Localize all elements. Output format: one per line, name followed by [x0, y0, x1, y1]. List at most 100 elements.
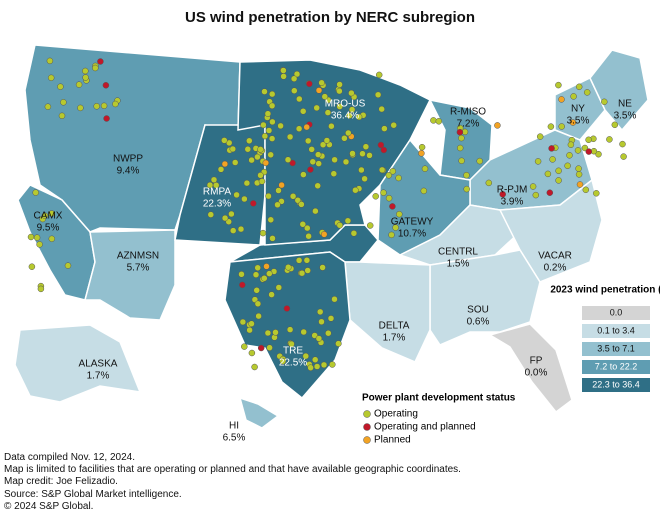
region — [344, 261, 431, 363]
plant-dot — [307, 166, 314, 173]
legend-swatch — [582, 378, 650, 392]
plant-dot — [241, 343, 248, 350]
plant-dot — [308, 146, 315, 153]
plant-dot — [418, 143, 426, 151]
region-value: 22.3% — [203, 199, 231, 210]
plant-dot — [261, 88, 268, 95]
plant-dot — [344, 217, 352, 225]
plant-dot — [295, 257, 303, 264]
region-value: 1.7% — [383, 333, 406, 344]
plant-dot — [295, 125, 303, 132]
plant-dot — [458, 157, 465, 165]
plant-dot — [582, 186, 590, 194]
plant-dot — [206, 181, 214, 189]
legend-swatch — [582, 360, 650, 374]
plant-dot — [574, 147, 582, 154]
status-label: Planned — [374, 435, 411, 446]
plant-dot — [302, 352, 310, 360]
region — [84, 229, 176, 321]
plant-dot — [345, 129, 352, 137]
plant-dot — [392, 224, 399, 231]
plant-dot — [267, 151, 274, 159]
plant-dot — [485, 179, 493, 187]
map: US wind penetration by NERC subregion NW… — [14, 9, 660, 446]
region-name: AZNMSN — [117, 251, 159, 262]
plant-dot — [266, 270, 273, 277]
plant-dot — [385, 194, 393, 202]
plant-dot — [221, 160, 229, 168]
plant-dot — [304, 267, 311, 274]
region-value: 1.7% — [87, 371, 110, 382]
plant-dot — [532, 191, 540, 199]
legend-swatch — [582, 324, 650, 338]
plant-dot — [315, 160, 322, 167]
plant-dot — [336, 81, 343, 88]
plant-dot — [456, 144, 464, 152]
legend-title: 2023 wind penetration (%) — [550, 285, 660, 296]
plant-dot — [336, 87, 343, 95]
plant-dot — [327, 315, 335, 322]
plant-dot — [606, 136, 613, 143]
plant-dot — [585, 136, 592, 144]
plant-dot — [390, 121, 397, 129]
legend-swatch — [582, 306, 650, 320]
plant-dot — [374, 91, 382, 99]
region-value: 3.9% — [501, 197, 524, 208]
plant-dot — [250, 200, 257, 207]
plant-dot — [303, 123, 310, 131]
region-value: 3.5% — [614, 111, 637, 122]
plant-dot — [304, 224, 311, 232]
plant-dot — [555, 177, 562, 184]
plant-dot — [97, 58, 104, 65]
plant-dot — [47, 74, 55, 82]
plant-dot — [601, 98, 608, 106]
region-value: 1.5% — [447, 259, 470, 270]
plant-dot — [93, 103, 100, 110]
plant-dot — [331, 295, 338, 303]
region-value: 6.5% — [223, 433, 246, 444]
plant-dot — [246, 326, 253, 334]
plant-dot — [325, 329, 332, 337]
plant-dot — [313, 104, 320, 112]
plant-dot — [544, 170, 552, 178]
plant-dot — [299, 221, 307, 228]
region — [429, 249, 541, 346]
plant-dot — [548, 145, 555, 152]
note: Map credit: Joe Felizadio. — [4, 476, 118, 488]
plant-dot — [267, 216, 275, 224]
plant-dot — [575, 165, 582, 172]
plant-dot — [299, 108, 307, 115]
plant-dot — [316, 308, 324, 316]
region-value: 3.5% — [567, 116, 590, 127]
status-label: Operating — [374, 409, 418, 420]
plant-dot — [319, 141, 327, 148]
plant-dot — [593, 190, 600, 197]
plant-dot — [82, 67, 89, 75]
region-name: SOU — [467, 305, 489, 316]
plant-dot — [312, 207, 319, 215]
plant-dot — [265, 127, 273, 134]
plant-dot — [328, 122, 335, 130]
plant-dot — [102, 82, 110, 89]
plant-dot — [595, 150, 602, 158]
plant-dot — [259, 229, 267, 237]
plant-dot — [320, 231, 328, 238]
plant-dot — [555, 81, 562, 89]
status-swatch — [363, 410, 371, 418]
plant-dot — [300, 328, 307, 336]
region-name: MRO-US — [325, 99, 366, 110]
plant-dot — [254, 264, 261, 272]
plant-dot — [257, 146, 264, 153]
plant-dot — [567, 141, 575, 148]
plant-dot — [380, 146, 388, 154]
plant-dot — [336, 222, 344, 229]
plant-dot — [290, 75, 298, 82]
plant-dot — [248, 156, 255, 164]
plant-dot — [342, 158, 350, 166]
region-value: 10.7% — [398, 229, 426, 240]
region-name: R-PJM — [497, 185, 528, 196]
plant-dot — [430, 117, 437, 124]
plant-dot — [103, 115, 110, 122]
note: Source: S&P Global Market intelligence. — [4, 488, 182, 500]
region-value: 5.7% — [127, 263, 150, 274]
